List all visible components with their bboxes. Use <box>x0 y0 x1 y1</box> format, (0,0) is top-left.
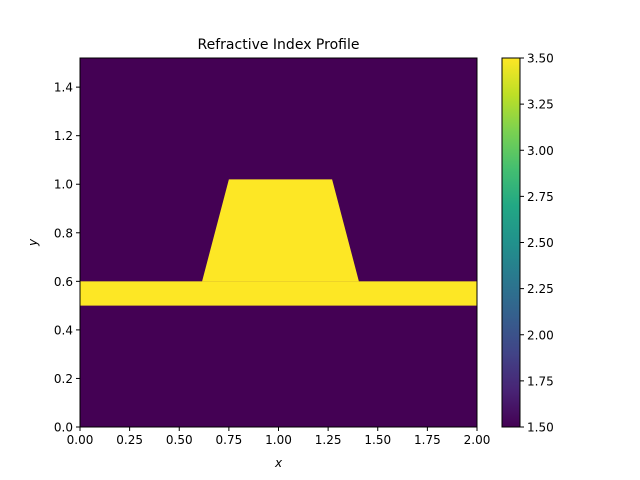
y-tick-label: 0.0 <box>54 421 73 435</box>
x-axis-ticks: 0.00 0.25 0.50 0.75 1.00 1.25 1.50 1.75 2.00 <box>67 427 491 447</box>
x-tick-label: 0.75 <box>216 433 243 447</box>
x-tick-label: 0.50 <box>166 433 193 447</box>
colorbar-tick-label: 3.25 <box>527 98 554 112</box>
y-tick-label: 0.2 <box>54 372 73 386</box>
plot-area <box>79 57 478 428</box>
x-tick-label: 2.00 <box>464 433 491 447</box>
y-tick-label: 1.4 <box>54 81 73 95</box>
colorbar-tick-label: 2.50 <box>527 236 554 250</box>
x-tick-label: 1.50 <box>364 433 391 447</box>
y-tick-label: 1.0 <box>54 178 73 192</box>
colorbar-tick-label: 1.75 <box>527 374 554 388</box>
chart-title: Refractive Index Profile <box>198 37 360 53</box>
x-tick-label: 0.00 <box>67 433 94 447</box>
y-tick-label: 0.6 <box>54 275 73 289</box>
colorbar-tick-label: 3.00 <box>527 144 554 158</box>
colorbar-tick-label: 1.50 <box>527 421 554 435</box>
heatmap-ridge-core <box>202 179 359 282</box>
colorbar-tick-label: 2.75 <box>527 190 554 204</box>
x-tick-label: 1.25 <box>315 433 342 447</box>
y-tick-label: 0.8 <box>54 226 73 240</box>
colorbar-tick-label: 2.00 <box>527 328 554 342</box>
colorbar-tick-label: 2.25 <box>527 282 554 296</box>
colorbar-tick-label: 3.50 <box>527 52 554 66</box>
y-axis-ticks: 0.0 0.2 0.4 0.6 0.8 1.0 1.2 1.4 <box>54 81 80 435</box>
y-tick-label: 1.2 <box>54 129 73 143</box>
colorbar: 1.50 1.75 2.00 2.25 2.50 2.75 3.00 3.25 3.50 <box>501 52 554 435</box>
y-axis-label: y <box>26 238 40 247</box>
heatmap-slab-core <box>80 281 477 306</box>
x-axis-label: x <box>274 456 283 470</box>
x-tick-label: 0.25 <box>116 433 143 447</box>
x-tick-label: 1.00 <box>265 433 292 447</box>
colorbar-ticks: 1.50 1.75 2.00 2.25 2.50 2.75 3.00 3.25 3.50 <box>520 52 554 435</box>
x-tick-label: 1.75 <box>414 433 441 447</box>
colorbar-gradient <box>502 58 520 427</box>
y-tick-label: 0.4 <box>54 323 73 337</box>
